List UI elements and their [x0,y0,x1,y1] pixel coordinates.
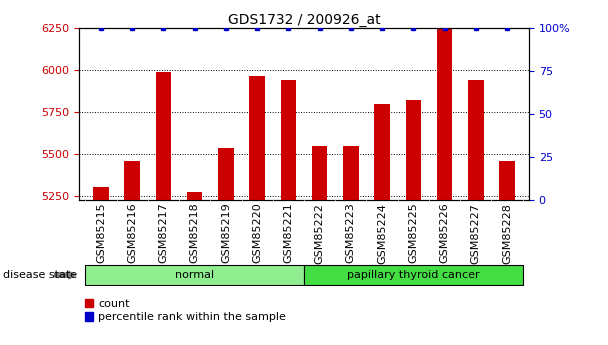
Title: GDS1732 / 200926_at: GDS1732 / 200926_at [227,12,381,27]
Text: disease state: disease state [3,270,77,280]
Text: GSM85218: GSM85218 [190,203,199,263]
Bar [187,192,202,200]
Text: GSM85217: GSM85217 [159,203,168,263]
Bar [125,161,140,200]
Text: GSM85220: GSM85220 [252,203,262,263]
Bar [93,187,109,200]
Bar [218,148,233,200]
Text: GSM85222: GSM85222 [314,203,325,264]
Bar [280,80,296,200]
Bar [499,161,515,200]
Text: GSM85224: GSM85224 [377,203,387,264]
Text: GSM85223: GSM85223 [346,203,356,263]
Bar [156,72,171,200]
Legend: count, percentile rank within the sample: count, percentile rank within the sample [85,299,286,322]
Bar [375,104,390,200]
Text: GSM85226: GSM85226 [440,203,449,263]
Text: GSM85228: GSM85228 [502,203,512,264]
Bar [437,4,452,200]
Text: GSM85227: GSM85227 [471,203,481,264]
Text: papillary thyroid cancer: papillary thyroid cancer [347,270,480,280]
Bar [406,100,421,200]
Bar [343,146,359,200]
Text: GSM85215: GSM85215 [96,203,106,263]
Bar [312,146,328,200]
FancyBboxPatch shape [304,265,523,285]
Text: GSM85219: GSM85219 [221,203,231,263]
Text: GSM85221: GSM85221 [283,203,294,263]
Text: GSM85225: GSM85225 [409,203,418,263]
Bar [468,80,483,200]
FancyBboxPatch shape [85,265,304,285]
Bar [249,76,265,200]
Text: GSM85216: GSM85216 [127,203,137,263]
Text: normal: normal [175,270,214,280]
